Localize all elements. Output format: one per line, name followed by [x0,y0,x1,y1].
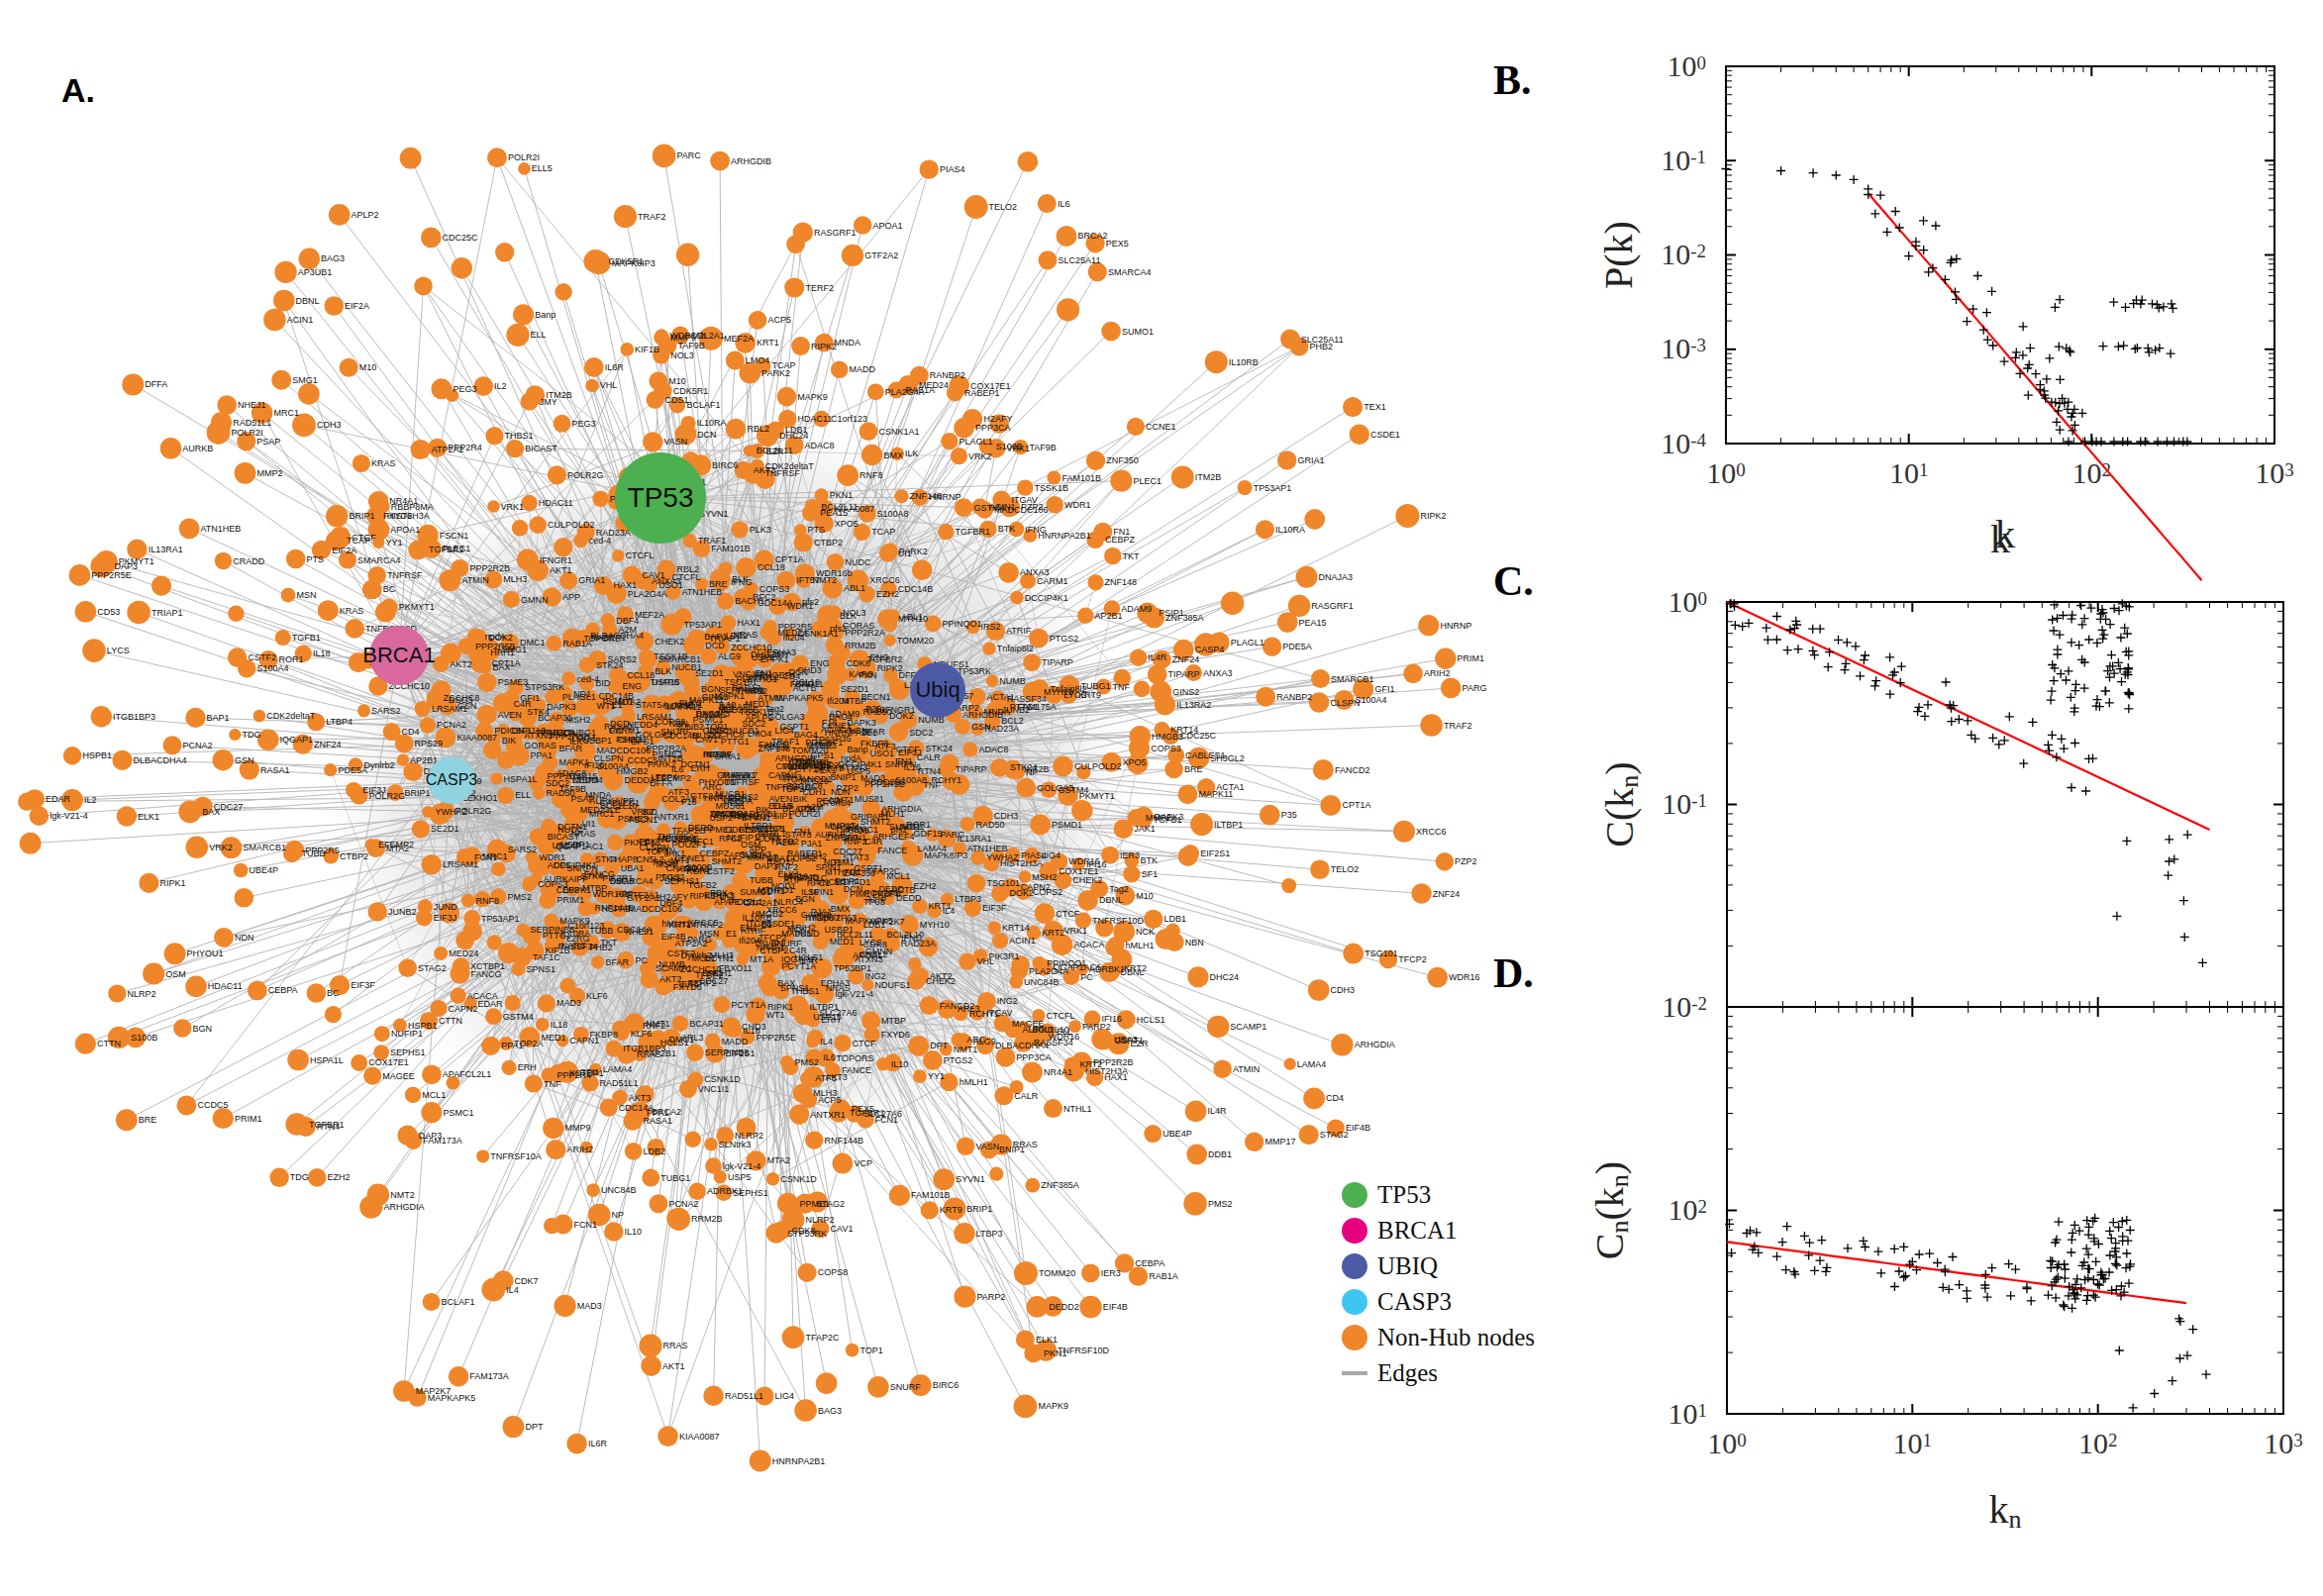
svg-text:k: k [1995,512,2015,556]
svg-text:102: 102 [2072,456,2112,489]
svg-text:100: 100 [1706,456,1746,489]
svg-text:C(kn): C(kn) [1597,761,1644,847]
svg-text:101: 101 [1668,1397,1708,1430]
svg-text:kn: kn [1989,1487,2022,1534]
svg-text:103: 103 [2264,1427,2303,1459]
svg-text:100: 100 [1668,585,1708,618]
svg-text:D.: D. [1493,950,1534,996]
svg-text:102: 102 [2078,1427,2118,1459]
svg-text:10-3: 10-3 [1661,332,1706,364]
svg-text:P(k): P(k) [1596,221,1641,289]
svg-text:100: 100 [1707,1427,1747,1459]
svg-text:10-4: 10-4 [1661,427,1706,459]
svg-text:10-2: 10-2 [1662,990,1707,1023]
svg-text:10-1: 10-1 [1662,787,1707,820]
svg-text:10-2: 10-2 [1661,238,1706,270]
svg-text:101: 101 [1889,456,1929,489]
svg-text:C.: C. [1493,558,1534,604]
svg-text:B.: B. [1493,57,1532,103]
svg-text:10-1: 10-1 [1661,144,1706,176]
svg-text:101: 101 [1893,1427,1933,1459]
svg-text:103: 103 [2255,456,2294,489]
svg-text:100: 100 [1667,50,1707,82]
